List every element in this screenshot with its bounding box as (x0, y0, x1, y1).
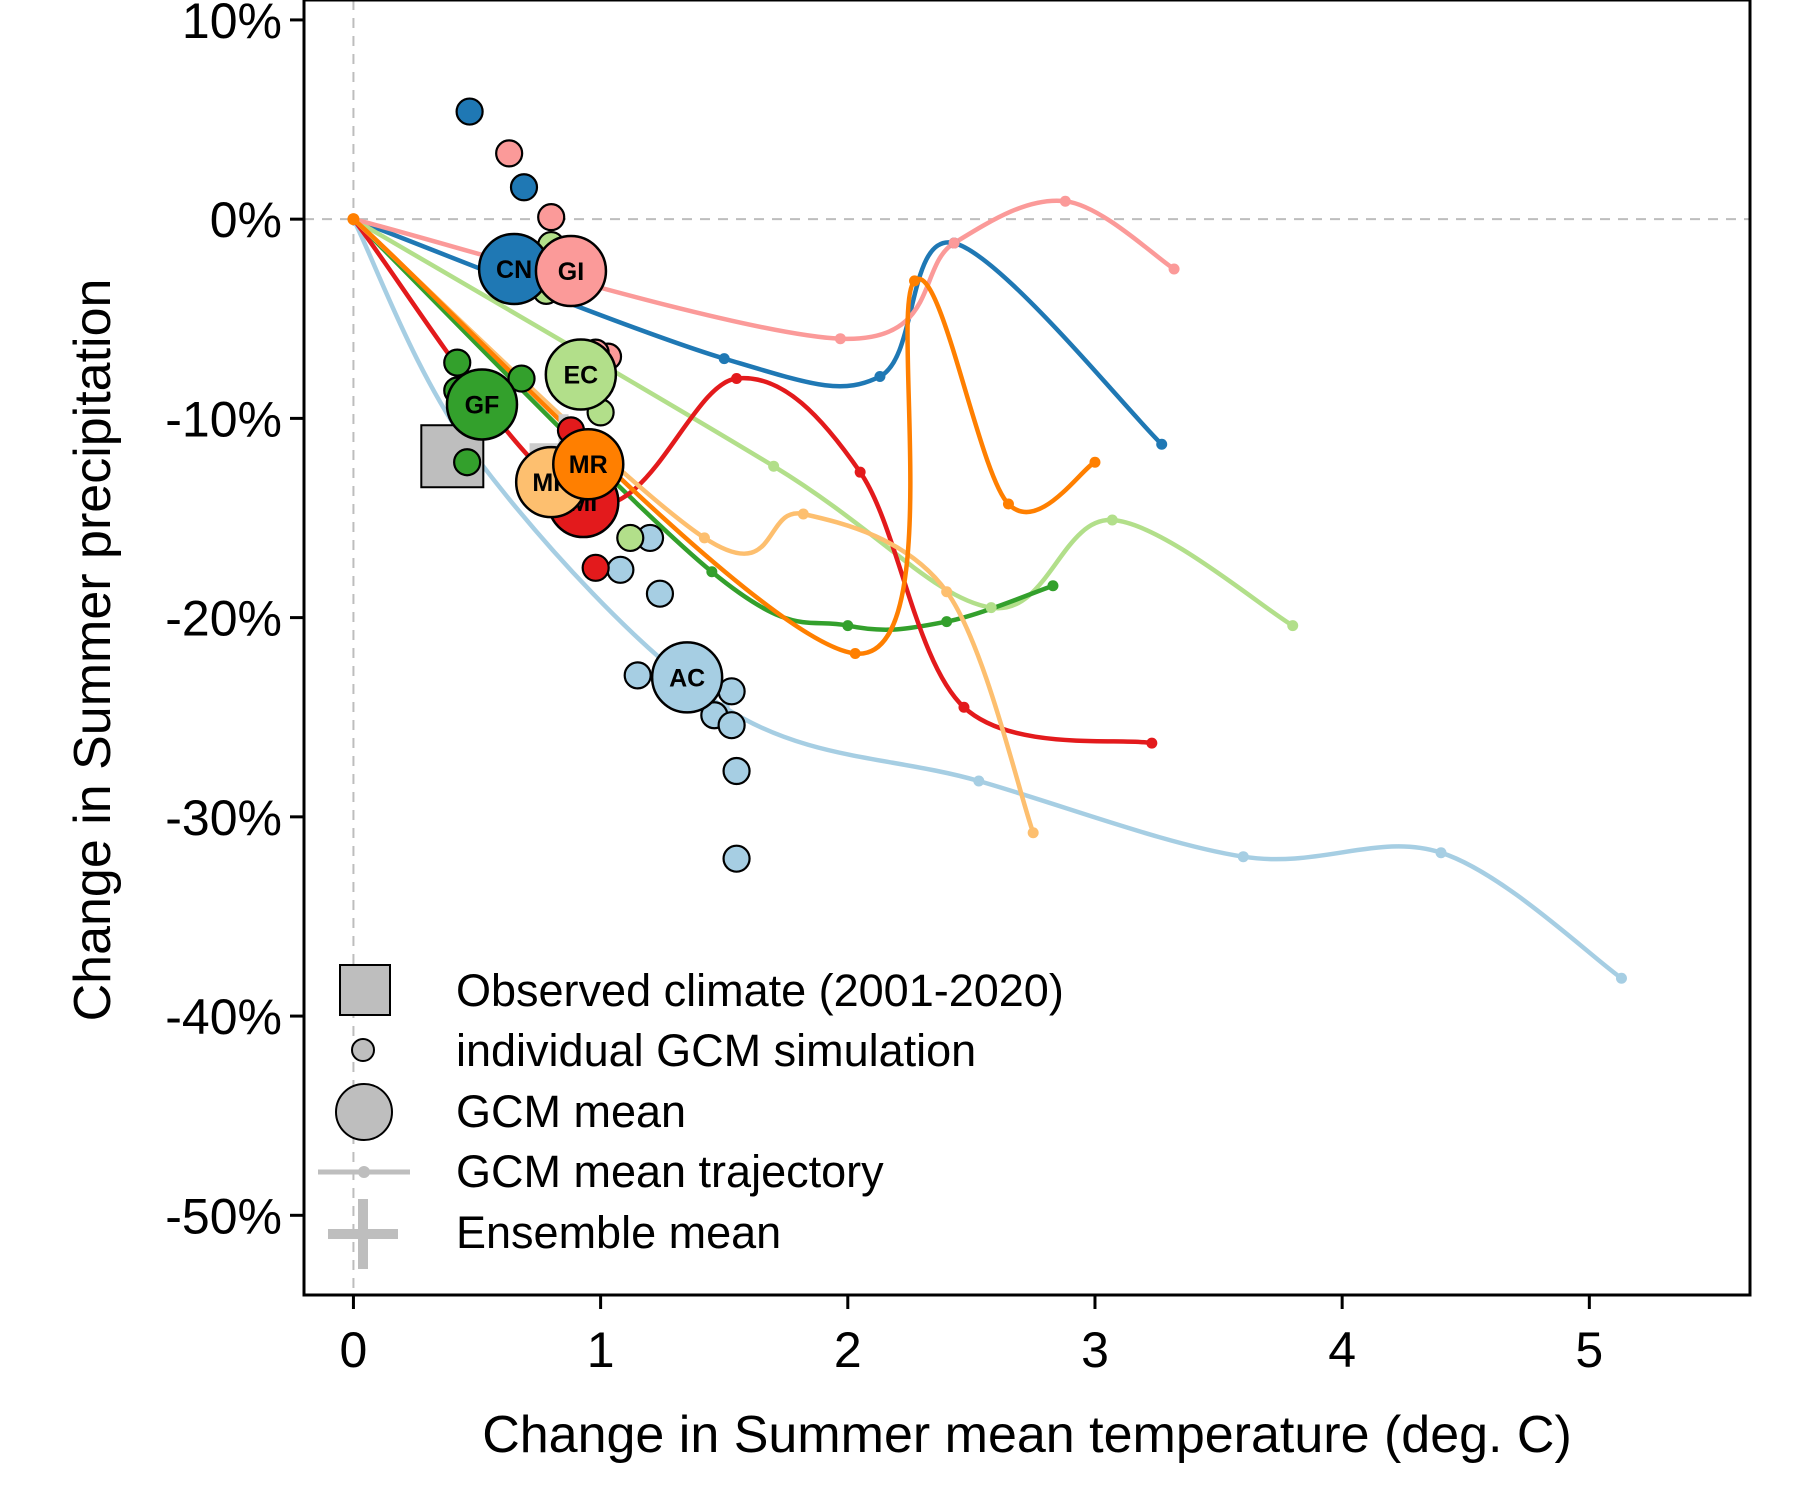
simulation-point-cn (455, 97, 484, 126)
legend-simulation-symbol (351, 1038, 375, 1062)
trajectory-point-ec (768, 460, 780, 472)
gcm-mean-label-cn: CN (496, 256, 532, 284)
trajectory-point-gi (1168, 263, 1180, 275)
trajectory-origin-point (347, 213, 360, 226)
trajectory-point-gf (941, 616, 953, 628)
y-tick-label: -40% (165, 989, 282, 1045)
trajectory-point-mi (731, 373, 743, 385)
trajectory-point-mr (1002, 498, 1014, 510)
trajectory-points-layer (347, 195, 1627, 984)
gcm-mean-gi (534, 234, 608, 308)
legend-gcm-mean-symbol (335, 1083, 393, 1141)
trajectory-point-ec (1106, 514, 1118, 526)
legend-label-ensemble: Ensemble mean (456, 1207, 781, 1258)
y-axis: 10% 0% -10% -20% -30% -40% -50% (165, 0, 304, 1244)
legend-label-trajectory: GCM mean trajectory (456, 1146, 884, 1197)
y-tick-label: -30% (165, 790, 282, 846)
x-tick-label: 0 (340, 1322, 368, 1378)
trajectory-point-mr (909, 275, 921, 287)
y-axis-title: Change in Summer precipitation (64, 279, 122, 1022)
trajectory-point-mr (849, 647, 861, 659)
legend-trajectory-point (358, 1166, 370, 1178)
trajectory-ac (351, 218, 1623, 981)
trajectory-gi (352, 198, 1176, 341)
y-tick-label: -50% (165, 1188, 282, 1244)
simulation-point-ec (616, 523, 645, 553)
trajectory-point-mi (854, 466, 866, 478)
simulation-point-gf (453, 448, 482, 477)
simulation-point-cn (509, 173, 539, 202)
simulation-point-ac (722, 756, 751, 786)
gcm-mean-ec (544, 338, 618, 411)
trajectory-point-mp (797, 508, 809, 520)
simulation-point-mi (581, 553, 610, 582)
x-tick-label: 3 (1081, 1322, 1109, 1378)
trajectory-point-ac (973, 775, 985, 787)
gcm-mean-label-gi: GI (558, 258, 584, 286)
trajectory-point-gi (1059, 195, 1071, 207)
trajectory-gf (351, 217, 1054, 632)
trajectory-point-mi (1146, 737, 1158, 749)
trajectory-point-ec (985, 602, 997, 614)
legend-label-simulation: individual GCM simulation (456, 1025, 976, 1076)
simulation-point-gf (443, 348, 472, 377)
gcm-mean-label-gf: GF (465, 391, 500, 419)
x-axis-title: Change in Summer mean temperature (deg. … (482, 1406, 1572, 1464)
trajectory-point-mr (1089, 456, 1101, 468)
trajectory-point-gi (834, 333, 846, 345)
trajectory-point-cn (718, 353, 730, 365)
trajectory-point-mp (698, 532, 710, 544)
legend-label-gcm-mean: GCM mean (456, 1086, 686, 1137)
simulation-point-ac (645, 579, 675, 608)
trajectory-point-cn (874, 371, 886, 383)
simulation-point-gi (537, 203, 566, 232)
x-tick-label: 1 (587, 1322, 615, 1378)
trajectory-point-ac (1435, 847, 1447, 859)
trajectory-point-mp (941, 586, 953, 598)
simulation-point-ac (717, 711, 746, 740)
gcm-mean-label-ac: AC (669, 664, 705, 692)
gcm-mean-label-mr: MR (569, 451, 608, 479)
simulation-point-gi (495, 139, 524, 168)
legend-observed-symbol (339, 964, 391, 1016)
simulation-point-gf (507, 364, 536, 393)
y-tick-label: -10% (165, 391, 282, 447)
y-tick-label: 10% (182, 0, 282, 49)
simulation-point-ac (606, 555, 635, 584)
trajectory-point-gf (1047, 580, 1059, 592)
simulation-point-ac (623, 661, 652, 690)
x-tick-label: 4 (1328, 1322, 1356, 1378)
simulation-point-ac (722, 844, 751, 873)
trajectory-point-ec (1287, 620, 1299, 632)
trajectory-point-ac (1237, 851, 1249, 863)
trajectory-point-cn (1156, 438, 1168, 450)
gcm-mean-mr (552, 427, 625, 501)
trajectory-point-gf (842, 620, 854, 632)
x-axis: 0 1 2 3 4 5 (340, 1295, 1603, 1378)
gcm-mean-ac (650, 641, 724, 714)
trajectory-point-gi (948, 237, 960, 249)
y-tick-label: 0% (210, 192, 282, 248)
y-tick-label: -20% (165, 591, 282, 647)
plot-frame (302, 0, 1752, 1297)
x-tick-label: 2 (834, 1322, 862, 1378)
trajectory-point-gf (706, 566, 718, 578)
legend-label-observed: Observed climate (2001-2020) (456, 965, 1064, 1016)
trajectory-mp (351, 217, 1036, 834)
trajectory-point-mi (958, 701, 970, 713)
x-tick-label: 5 (1575, 1322, 1603, 1378)
trajectory-point-mp (1027, 827, 1039, 839)
trajectory-layer (351, 198, 1623, 981)
trajectory-mi (351, 217, 1153, 746)
trajectory-point-ac (1615, 972, 1627, 984)
gcm-mean-label-ec: EC (563, 362, 598, 390)
gcm-mean-gf (445, 368, 519, 441)
legend: Observed climate (2001-2020) individual … (318, 964, 1064, 1269)
